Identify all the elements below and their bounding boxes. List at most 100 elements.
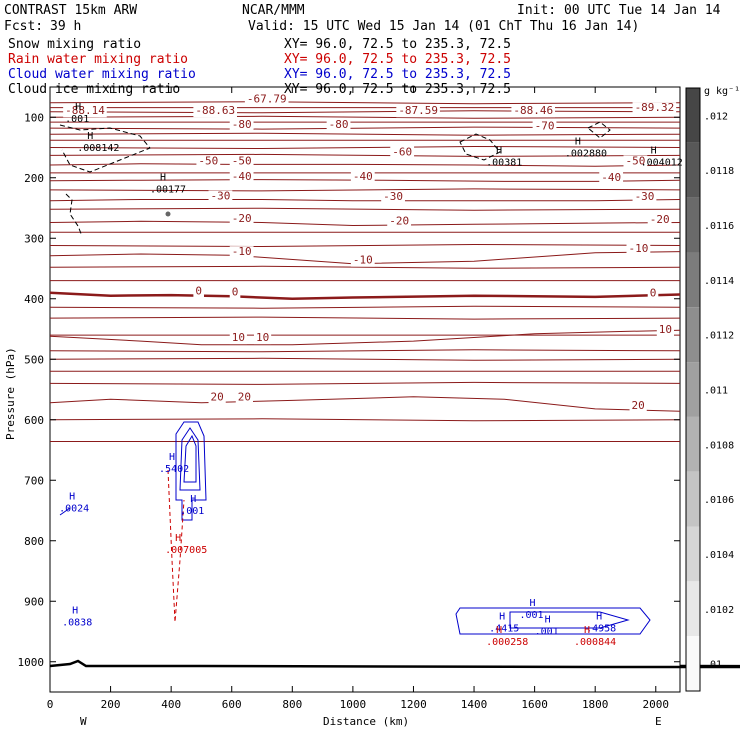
- legend-field-1: Rain water mixing ratio: [8, 52, 188, 67]
- contour-label-bg: [599, 171, 624, 184]
- max-marker: H: [169, 452, 175, 463]
- contour-label: -87.59: [398, 104, 438, 117]
- contour-line: [49, 115, 681, 119]
- isotherm-line: [49, 396, 681, 412]
- x-tick-label: 1000: [340, 698, 367, 711]
- legend-xy-3: XY= 96.0, 72.5 to 235.3, 72.5: [284, 82, 511, 97]
- legend-field-0: Snow mixing ratio: [8, 37, 141, 52]
- x-tick-label: 800: [282, 698, 302, 711]
- org-label: NCAR/MMM: [242, 3, 305, 18]
- isotherm-line: [49, 179, 681, 182]
- colorbar-label: .012: [704, 111, 728, 122]
- snow-contour: [587, 121, 611, 139]
- contour-label-bg: [193, 285, 204, 298]
- contour-label: 10: [232, 331, 245, 344]
- contour-label-bg: [629, 399, 647, 412]
- contour-label: -20: [650, 213, 670, 226]
- contour-label-bg: [381, 191, 405, 204]
- y-tick-label: 600: [24, 414, 44, 427]
- x-axis-west: W: [80, 715, 87, 728]
- init-time: Init: 00 UTC Tue 14 Jan 14: [517, 3, 721, 18]
- x-tick-label: 1800: [582, 698, 609, 711]
- max-marker: H: [160, 172, 166, 183]
- max-marker: H: [499, 612, 505, 623]
- contour-label-bg: [350, 254, 375, 267]
- contour-label-bg: [656, 324, 674, 337]
- contour-label-bg: [229, 212, 254, 225]
- x-tick-label: 1400: [461, 698, 488, 711]
- contour-label-bg: [647, 287, 659, 300]
- legend-field-3: Cloud ice mixing ratio: [8, 82, 180, 97]
- max-value: .001: [65, 114, 89, 125]
- contour-label: -10: [232, 245, 252, 258]
- plot-frame: [49, 86, 681, 693]
- max-value: .004012: [641, 158, 683, 169]
- x-axis-east: E: [655, 715, 662, 728]
- contour-label: -80: [232, 118, 252, 131]
- colorbar-label: .0102: [704, 605, 734, 616]
- x-tick-label: 0: [47, 698, 54, 711]
- max-value: .4415: [489, 624, 519, 635]
- contour-line: [49, 126, 681, 130]
- contour-label: -80: [329, 118, 349, 131]
- y-tick-label: 700: [24, 474, 44, 487]
- legend-xy-2: XY= 96.0, 72.5 to 235.3, 72.5: [284, 67, 511, 82]
- max-value: .5402: [159, 464, 189, 475]
- colorbar-segment: [686, 307, 700, 363]
- x-tick-label: 600: [222, 698, 242, 711]
- contour-label: -88.14: [65, 104, 105, 117]
- colorbar-segment: [686, 416, 700, 472]
- contour-label-bg: [229, 155, 254, 168]
- valid-time: Valid: 15 UTC Wed 15 Jan 14 (01 ChT Thu …: [248, 19, 639, 34]
- contour-label: -88.63: [195, 104, 235, 117]
- y-tick-label: 500: [24, 353, 44, 366]
- contour-label-bg: [229, 332, 247, 345]
- max-marker: H: [87, 131, 93, 142]
- contour-label: -40: [601, 171, 621, 184]
- max-value: .0024: [59, 504, 89, 515]
- contour-line: [49, 243, 681, 248]
- contour-label-bg: [623, 155, 648, 168]
- contour-line: [49, 265, 681, 269]
- contour-label-bg: [632, 102, 677, 115]
- contour-line: [49, 153, 681, 157]
- contour-label: -20: [389, 214, 409, 227]
- contour-label: -70: [535, 119, 555, 132]
- isotherm-line: [49, 291, 681, 301]
- isotherm-line: [49, 329, 681, 346]
- snow-dot: [165, 211, 171, 217]
- contour-label: -50: [198, 154, 218, 167]
- max-marker: H: [529, 598, 535, 609]
- colorbar-segment: [686, 252, 700, 308]
- contour-line: [49, 305, 681, 309]
- isotherm-line: [49, 199, 681, 202]
- cloud-water-contour: [455, 607, 651, 635]
- colorbar-label: .0104: [704, 550, 734, 561]
- snow-contour: [459, 133, 501, 161]
- max-value: .00177: [150, 184, 186, 195]
- contour-label: -60: [392, 145, 412, 158]
- contour-label: 0: [232, 286, 239, 299]
- max-value: .007005: [165, 545, 207, 556]
- contour-label: 10: [659, 323, 672, 336]
- colorbar-label: .0114: [704, 276, 734, 287]
- contour-label: 20: [632, 399, 645, 412]
- ground-line: [49, 659, 740, 669]
- contour-label-bg: [253, 332, 272, 345]
- y-tick-label: 900: [24, 595, 44, 608]
- contour-label: 20: [238, 390, 251, 403]
- contour-label: -50: [625, 154, 645, 167]
- y-tick-label: 100: [24, 111, 44, 124]
- contour-line: [49, 101, 681, 105]
- max-value: .4958: [586, 624, 616, 635]
- contour-label-bg: [626, 243, 651, 256]
- max-value: .0838: [62, 617, 92, 628]
- colorbar-segment: [686, 197, 700, 253]
- contour-label: -10: [353, 254, 373, 267]
- contour-label-bg: [326, 119, 351, 132]
- contour-label-bg: [229, 286, 241, 299]
- max-marker: H: [596, 612, 602, 623]
- legend-field-2: Cloud water mixing ratio: [8, 67, 196, 82]
- contour-label-bg: [229, 119, 254, 132]
